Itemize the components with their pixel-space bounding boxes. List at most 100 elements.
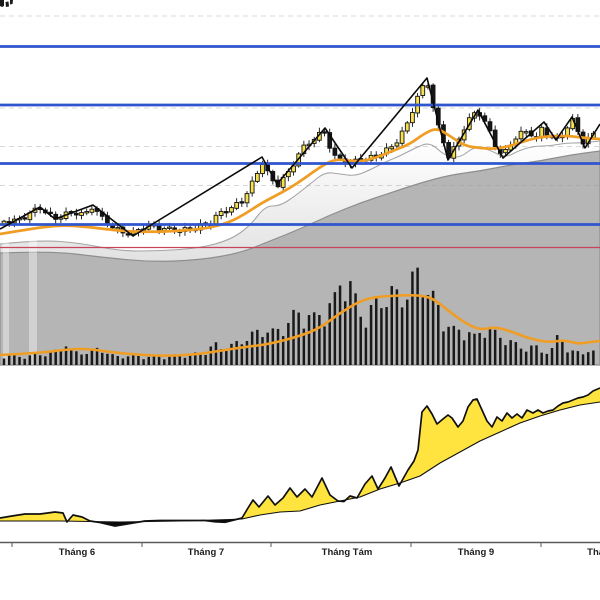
volume-bar	[312, 312, 316, 365]
volume-bar	[354, 293, 357, 365]
volume-bar	[374, 296, 378, 365]
volume-bar	[194, 352, 197, 365]
volume-bar	[219, 349, 223, 365]
volume-bar	[581, 354, 585, 365]
volume-bar	[369, 304, 373, 365]
volume-bar	[18, 356, 21, 365]
volume-bar	[230, 343, 233, 365]
candle-up	[84, 211, 90, 214]
volume-bar	[240, 344, 244, 365]
volume-ma-line	[0, 293, 600, 357]
volume-bar	[426, 294, 430, 365]
candle-down	[327, 132, 333, 149]
volume-bar	[302, 328, 306, 365]
volume-bar	[338, 285, 342, 365]
month-label: Tháng 10	[587, 547, 600, 558]
volume-bar	[364, 327, 368, 365]
volume-bar	[7, 355, 11, 365]
volume-bar	[85, 353, 88, 365]
candle-up	[404, 122, 410, 132]
volume-bar	[59, 350, 63, 365]
volume-bar	[561, 340, 564, 365]
volume-bar	[297, 312, 300, 365]
candle-up	[410, 112, 415, 124]
volume-bar	[287, 322, 290, 365]
volume-bar	[576, 351, 580, 365]
volume-bar	[395, 289, 399, 365]
volume-bar	[442, 331, 445, 365]
candle-up	[229, 207, 234, 213]
volume-bar	[225, 351, 228, 365]
volume-bar	[121, 358, 125, 365]
candle-up	[244, 193, 250, 204]
volume-bar	[163, 359, 166, 365]
volume-bar	[390, 286, 393, 365]
volume-bar	[204, 355, 207, 365]
volume-bar	[38, 355, 42, 365]
volume-bar	[168, 355, 171, 365]
volume-bar	[333, 292, 337, 365]
volume-bar	[152, 355, 156, 365]
volume-bar	[519, 348, 523, 365]
zigzag-line	[0, 77, 600, 237]
candle-down	[487, 121, 493, 132]
zigzag-line	[0, 77, 600, 237]
volume-bar	[452, 325, 456, 365]
volume-bar	[566, 352, 569, 365]
volume-bar	[178, 355, 182, 365]
candle-up	[218, 210, 224, 216]
volume-bar	[421, 297, 425, 365]
volume-bar	[571, 350, 574, 365]
volume-bar	[586, 352, 590, 365]
corner-artifact	[0, 0, 13, 7]
gridlines	[0, 15, 600, 186]
candle-up	[394, 142, 400, 147]
highlight-column	[29, 226, 37, 365]
x-axis	[0, 541, 600, 547]
volume-bar	[462, 340, 466, 365]
volume-bar	[307, 315, 311, 365]
candle-down	[223, 211, 229, 214]
candle-up	[89, 208, 95, 213]
candle-up	[115, 227, 121, 230]
candle-up	[260, 164, 265, 175]
volume-bar	[214, 342, 218, 365]
candle-up	[523, 131, 529, 134]
volume-bar	[116, 356, 119, 365]
oscillator-positive-area	[0, 512, 66, 522]
candle-up	[167, 226, 172, 229]
volume-bar	[281, 336, 285, 365]
volume-bar	[514, 342, 518, 365]
volume-bar	[550, 348, 554, 365]
volume-bar	[478, 332, 481, 365]
corner-artifact	[0, 0, 13, 7]
month-labels: Tháng 6 Tháng 7 Tháng Tám Tháng 9 Tháng 10	[59, 547, 600, 558]
highlight-columns	[3, 226, 37, 365]
volume-bar	[457, 329, 461, 365]
volume-bar	[13, 354, 16, 365]
candle-down	[332, 147, 338, 156]
volume-bar	[555, 335, 559, 365]
candle-down	[322, 131, 327, 134]
volume-bar	[199, 354, 202, 365]
volume-bar	[75, 351, 78, 365]
volume-bar	[431, 290, 435, 365]
candle-up	[234, 202, 239, 209]
volume-bars	[2, 267, 595, 365]
volume-bar	[157, 356, 161, 365]
volume-bar	[90, 349, 94, 365]
volume-bar	[524, 351, 528, 365]
volume-bar	[488, 328, 492, 365]
volume-bar	[359, 316, 362, 365]
volume-bar	[271, 328, 275, 365]
candle-down	[74, 212, 79, 216]
volume-bar	[54, 349, 57, 365]
cloud-mid-area	[0, 150, 600, 366]
volume-bar	[266, 332, 269, 365]
volume-bar	[250, 331, 254, 365]
volume-bar	[209, 346, 213, 365]
volume-bar	[545, 353, 549, 365]
volume-bar	[416, 267, 419, 365]
candle-up	[249, 180, 255, 194]
